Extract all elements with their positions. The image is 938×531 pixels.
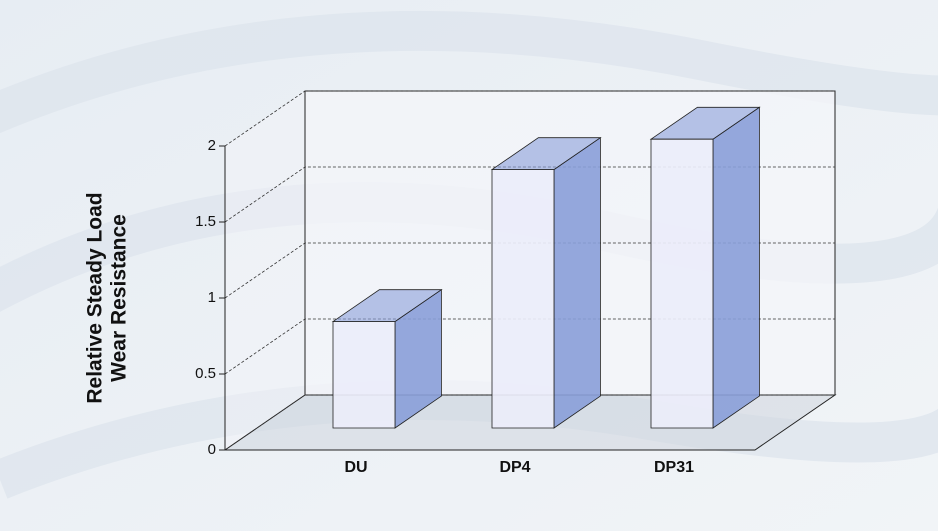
y-tick-label: 0 [208, 441, 216, 458]
bar [331, 288, 443, 429]
bar-front [650, 138, 714, 429]
bar-side [712, 106, 760, 429]
y-tick-label: 1.5 [195, 213, 216, 230]
bar-front [491, 169, 555, 429]
y-axis-label-line: Relative Steady Load [84, 192, 107, 403]
bar-side [553, 136, 601, 429]
y-axis-label-line: Wear Resistance [108, 214, 131, 382]
bar [649, 106, 761, 429]
side-wall [225, 91, 305, 450]
x-tick-label: DP4 [499, 459, 530, 476]
y-tick-label: 2 [208, 137, 216, 154]
bar [490, 136, 602, 429]
bar-front [332, 321, 396, 429]
x-tick-label: DU [344, 459, 367, 476]
x-tick-label: DP31 [654, 459, 694, 476]
y-tick-label: 0.5 [195, 365, 216, 382]
y-axis-label: Relative Steady Load Wear Resistance [84, 192, 131, 403]
y-tick-label: 1 [208, 289, 216, 306]
grid-line [224, 90, 835, 147]
